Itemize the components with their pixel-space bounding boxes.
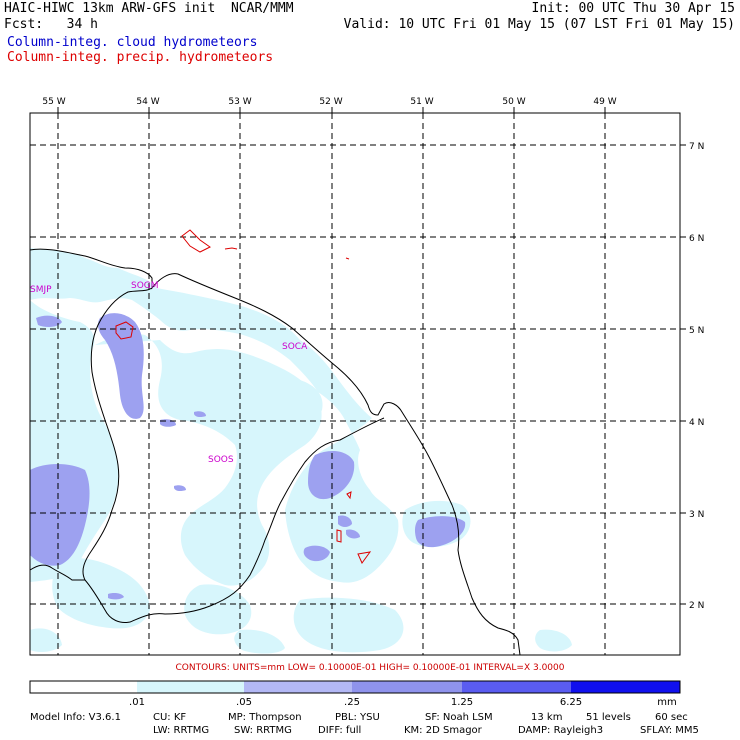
colorbar-tick-2: .25 [344, 697, 360, 708]
colorbar-tick-4: 6.25 [560, 697, 582, 708]
colorbar-unit: mm [657, 697, 676, 708]
lon-label-53w: 53 W [228, 97, 251, 107]
colorbar-tick-1: .05 [236, 697, 252, 708]
station-soos: SOOS [208, 455, 234, 465]
footer-damp: DAMP: Rayleigh3 [518, 725, 604, 736]
lon-label-55w: 55 W [42, 97, 65, 107]
lon-label-52w: 52 W [319, 97, 342, 107]
lat-label-3n: 3 N [689, 510, 704, 520]
axis-ticks [57, 107, 686, 605]
footer-timestep: 60 sec [655, 712, 688, 723]
map-frame [29, 112, 681, 656]
footer-sflay: SFLAY: MM5 [640, 725, 699, 736]
cloud-shade-medium [30, 313, 466, 600]
footer-sf: SF: Noah LSM [425, 712, 493, 723]
lon-label-54w: 54 W [136, 97, 159, 107]
footer-model-info: Model Info: V3.6.1 [30, 712, 121, 723]
valid-time: Valid: 10 UTC Fri 01 May 15 (07 LST Fri … [343, 17, 735, 32]
forecast-hour: Fcst: 34 h [4, 17, 98, 32]
init-time: Init: 00 UTC Thu 30 Apr 15 [531, 1, 736, 16]
footer-resolution: 13 km [531, 712, 563, 723]
lon-label-51w: 51 W [410, 97, 433, 107]
footer-levels: 51 levels [586, 712, 631, 723]
legend-precip: Column-integ. precip. hydrometeors [7, 50, 274, 65]
lat-lon-grid [30, 113, 680, 655]
cloud-shade-light [30, 248, 572, 654]
footer-cu: CU: KF [153, 712, 187, 723]
lat-label-6n: 6 N [689, 234, 704, 244]
lat-label-5n: 5 N [689, 326, 704, 336]
footer-lw: LW: RRTMG [153, 725, 210, 736]
footer-mp: MP: Thompson [228, 712, 302, 723]
legend-cloud: Column-integ. cloud hydrometeors [7, 35, 258, 50]
colorbar-tick-0: .01 [129, 697, 145, 708]
lat-label-2n: 2 N [689, 601, 704, 611]
colorbar-tick-3: 1.25 [451, 697, 473, 708]
colorbar: .01 .05 .25 1.25 6.25 mm [29, 680, 681, 708]
lon-label-50w: 50 W [502, 97, 525, 107]
footer-sw: SW: RRTMG [234, 725, 292, 736]
plot-title: HAIC-HIWC 13km ARW-GFS init NCAR/MMM [4, 1, 294, 16]
station-smjp: SMJP [30, 285, 52, 295]
lat-label-4n: 4 N [689, 418, 704, 428]
station-soca: SOCA [282, 342, 308, 352]
contour-info: CONTOURS: UNITS=mm LOW= 0.10000E-01 HIGH… [175, 663, 565, 673]
precip-contours [115, 229, 372, 564]
map-panel: 55 W 54 W 53 W 52 W 51 W 50 W 49 W 7 N 6… [29, 97, 704, 656]
footer-pbl: PBL: YSU [335, 712, 380, 723]
coastlines-borders [29, 248, 521, 656]
lat-label-7n: 7 N [689, 142, 704, 152]
footer-diff: DIFF: full [318, 725, 362, 736]
footer-km: KM: 2D Smagor [404, 725, 482, 736]
lon-label-49w: 49 W [593, 97, 616, 107]
station-sogm: SOGM [131, 281, 159, 291]
